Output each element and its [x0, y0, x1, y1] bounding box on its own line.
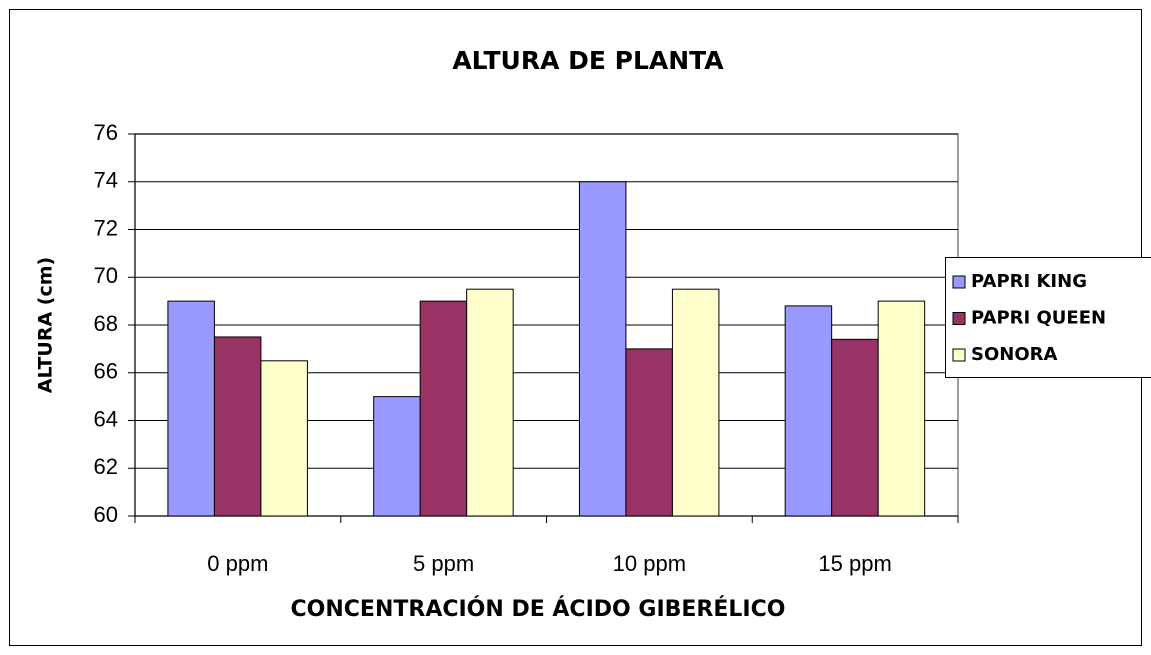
y-tick-label: 66: [94, 359, 118, 384]
y-tick-label: 60: [94, 502, 118, 527]
legend-swatch: [952, 275, 966, 289]
bar: [213, 336, 262, 517]
bar: [578, 181, 627, 517]
y-tick-label: 76: [94, 120, 118, 145]
bar: [373, 396, 421, 517]
x-axis-title: CONCENTRACIÓN DE ÁCIDO GIBERÉLICO: [291, 596, 786, 622]
bar: [671, 288, 720, 517]
y-tick-label: 74: [94, 168, 118, 193]
legend-label: PAPRI KING: [971, 271, 1087, 292]
x-tick-label: 15 ppm: [818, 551, 891, 576]
bar: [419, 300, 468, 517]
bar: [260, 360, 308, 517]
bar: [466, 288, 514, 517]
y-tick-label: 64: [94, 406, 118, 431]
legend-swatch: [952, 348, 966, 362]
y-tick-label: 68: [94, 311, 118, 336]
y-tick-label: 62: [94, 454, 118, 479]
legend-label: SONORA: [971, 344, 1057, 365]
x-tick-label: 5 ppm: [413, 551, 474, 576]
chart-title: ALTURA DE PLANTA: [452, 46, 724, 75]
bar: [877, 300, 926, 517]
legend-label: PAPRI QUEEN: [971, 308, 1106, 329]
x-tick-label: 10 ppm: [613, 551, 686, 576]
y-tick-label: 72: [94, 215, 118, 240]
y-tick-label: 70: [94, 263, 118, 288]
legend-swatch: [952, 312, 966, 325]
y-axis-title: ALTURA (cm): [35, 257, 57, 393]
bar: [625, 348, 673, 517]
bar: [784, 305, 833, 517]
bar: [831, 338, 879, 517]
bar: [167, 300, 215, 517]
legend-box: [945, 257, 1151, 378]
x-tick-label: 0 ppm: [207, 551, 268, 576]
